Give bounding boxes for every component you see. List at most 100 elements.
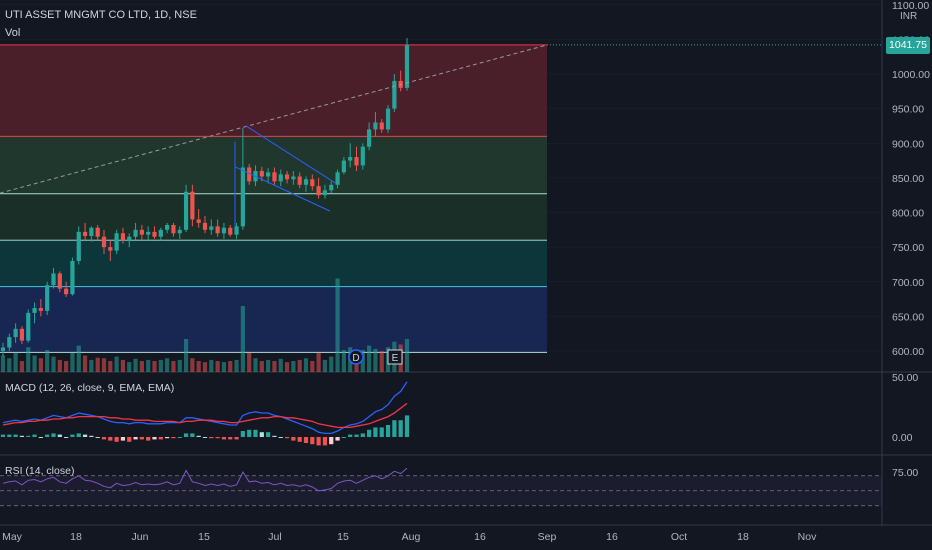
volume-bar — [335, 278, 340, 372]
macd-histogram-bar — [38, 437, 43, 438]
macd-histogram-bar — [215, 437, 220, 439]
macd-pane — [0, 381, 410, 446]
time-tick-label: Nov — [798, 531, 817, 543]
macd-histogram-bar — [360, 433, 365, 437]
time-tick-label: 15 — [198, 531, 210, 543]
macd-histogram-bar — [247, 429, 252, 437]
macd-histogram-bar — [297, 437, 302, 442]
volume-bar — [322, 359, 328, 372]
macd-histogram-bar — [272, 435, 277, 437]
time-tick-label: Sep — [538, 531, 557, 543]
candle-body — [0, 347, 6, 351]
macd-histogram-bar — [19, 435, 25, 437]
time-axis[interactable]: May 18 Jun 15 Jul 15 Aug 16 Sep 16 Oct 18 Nov — [2, 531, 817, 543]
candle-body — [392, 80, 397, 109]
dashed-trendline — [0, 44, 548, 194]
candle-body — [190, 191, 195, 220]
macd-histogram-bar — [7, 434, 12, 437]
price-tick-label: 1100.00 — [892, 0, 929, 12]
volume-bar — [379, 351, 384, 372]
candle-body — [266, 172, 271, 177]
candle-body — [38, 308, 43, 311]
signal-line — [2, 402, 408, 429]
volume-bar — [310, 361, 315, 372]
candle-body — [82, 231, 88, 237]
macd-histogram-bar — [354, 434, 359, 437]
time-tick-label: 18 — [737, 531, 749, 543]
volume-label: Vol — [5, 27, 21, 39]
price-tick-label: 600.00 — [892, 346, 924, 358]
volume-bar — [253, 358, 258, 372]
candle-body — [240, 167, 245, 227]
macd-histogram-bar — [127, 437, 132, 442]
volume-bar — [114, 356, 119, 372]
volume-bar — [19, 361, 25, 372]
time-tick-label: 15 — [337, 531, 349, 543]
candle-body — [284, 174, 290, 180]
volume-bar — [101, 358, 107, 372]
candle-body — [234, 226, 239, 235]
macd-histogram-bar — [171, 437, 176, 439]
volume-bar — [57, 359, 62, 372]
candle-body — [171, 224, 176, 234]
volume-bar — [76, 345, 81, 372]
price-tick-label: 850.00 — [892, 173, 924, 185]
candle-body — [7, 337, 12, 348]
macd-histogram-bar — [101, 437, 107, 440]
volume-bar — [209, 359, 214, 372]
time-tick-label: Jun — [132, 531, 149, 543]
volume-bar — [240, 306, 245, 372]
volume-bar — [165, 358, 170, 372]
volume-bar — [190, 358, 195, 372]
last-price-tag: 1041.75 — [886, 37, 930, 55]
volume-bar — [183, 339, 189, 372]
trendline-drawings[interactable] — [0, 44, 882, 227]
candle-body — [152, 231, 157, 237]
rsi-tick-label: 75.00 — [892, 467, 918, 479]
macd-histogram-bar — [341, 437, 346, 438]
candle-body — [379, 122, 384, 130]
candle-body — [385, 108, 391, 130]
macd-histogram-bar — [177, 437, 182, 438]
volume-bar — [127, 362, 132, 372]
volume-bar — [7, 358, 12, 372]
marker-label: E — [392, 353, 399, 364]
zone-0 — [0, 44, 547, 137]
volume-bar — [329, 356, 334, 372]
time-tick-label: May — [2, 531, 23, 543]
volume-bar — [291, 361, 296, 372]
macd-histogram-bar — [291, 437, 296, 441]
price-tick-label: 950.00 — [892, 104, 924, 116]
volume-bar — [341, 350, 346, 372]
macd-histogram-bar — [26, 435, 31, 437]
macd-histogram-bar — [348, 434, 353, 437]
candle-body — [108, 247, 113, 251]
macd-histogram-bar — [316, 437, 321, 446]
candle-body — [322, 190, 328, 196]
candle-body — [367, 129, 372, 147]
macd-tick-label: 50.00 — [892, 372, 918, 384]
candle-body — [259, 170, 264, 177]
zone-4 — [0, 286, 547, 353]
volume-bar — [247, 352, 252, 372]
volume-bar — [404, 339, 410, 372]
marker-label: D — [352, 353, 359, 364]
volume-bar — [95, 357, 100, 372]
macd-histogram-bar — [120, 437, 126, 441]
volume-bar — [215, 361, 220, 372]
volume-bar — [152, 361, 157, 372]
volume-bar — [303, 358, 309, 372]
volume-bar — [266, 359, 271, 372]
candle-body — [303, 179, 309, 185]
price-axis[interactable]: 1100.001050.001000.00950.00900.00850.008… — [892, 0, 930, 479]
candle-body — [316, 186, 321, 196]
macd-histogram-bar — [303, 437, 309, 443]
macd-histogram-bar — [209, 437, 214, 439]
volume-bar — [272, 361, 277, 372]
candle-body — [183, 191, 189, 230]
currency-label: INR — [900, 11, 918, 22]
macd-histogram-bar — [284, 437, 290, 439]
macd-histogram-bar — [95, 437, 100, 438]
